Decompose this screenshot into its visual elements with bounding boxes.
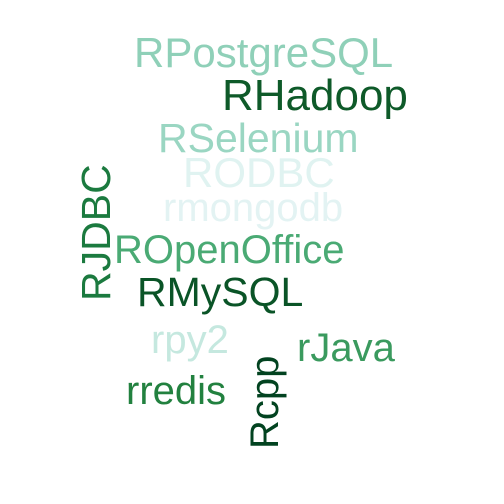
word-rmysql: RMySQL [137, 269, 304, 315]
word-rmongodb: rmongodb [163, 186, 344, 230]
word-rredis: rredis [126, 369, 227, 413]
word-ropenoffice: ROpenOffice [114, 228, 345, 272]
word-rjdbc: RJDBC [73, 164, 119, 301]
word-rjava: rJava [297, 326, 395, 370]
word-rcpp: Rcpp [243, 355, 287, 449]
word-rpy2: rpy2 [151, 318, 229, 362]
word-rodbc: RODBC [183, 149, 335, 196]
word-rselenium: RSelenium [158, 115, 359, 161]
word-rpostgresql: RPostgreSQL [134, 29, 394, 76]
word-rhadoop: RHadoop [222, 71, 408, 120]
